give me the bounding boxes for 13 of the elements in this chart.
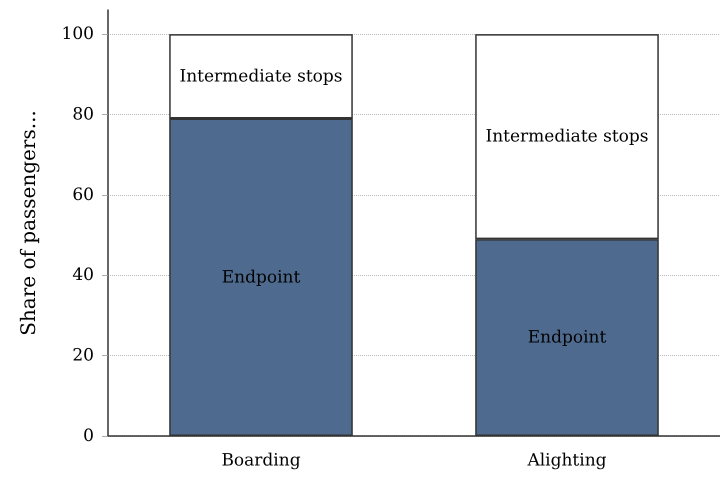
y-tick-label: 20 bbox=[72, 346, 94, 366]
x-tick-label: Alighting bbox=[526, 450, 607, 470]
series-label: Endpoint bbox=[222, 267, 300, 288]
y-axis-title: Share of passengers... bbox=[16, 110, 40, 336]
y-tick-label: 100 bbox=[62, 24, 94, 44]
x-tick-label: Boarding bbox=[221, 450, 301, 470]
text: Endpoint bbox=[528, 328, 606, 348]
text: Intermediate stops bbox=[179, 66, 343, 86]
y-tick-label: 80 bbox=[72, 104, 94, 124]
series-label: Intermediate stops bbox=[485, 126, 649, 147]
y-tick-label: 60 bbox=[72, 184, 94, 205]
y-tick-label: 0 bbox=[83, 426, 94, 446]
y-tick-label: 40 bbox=[72, 265, 94, 286]
